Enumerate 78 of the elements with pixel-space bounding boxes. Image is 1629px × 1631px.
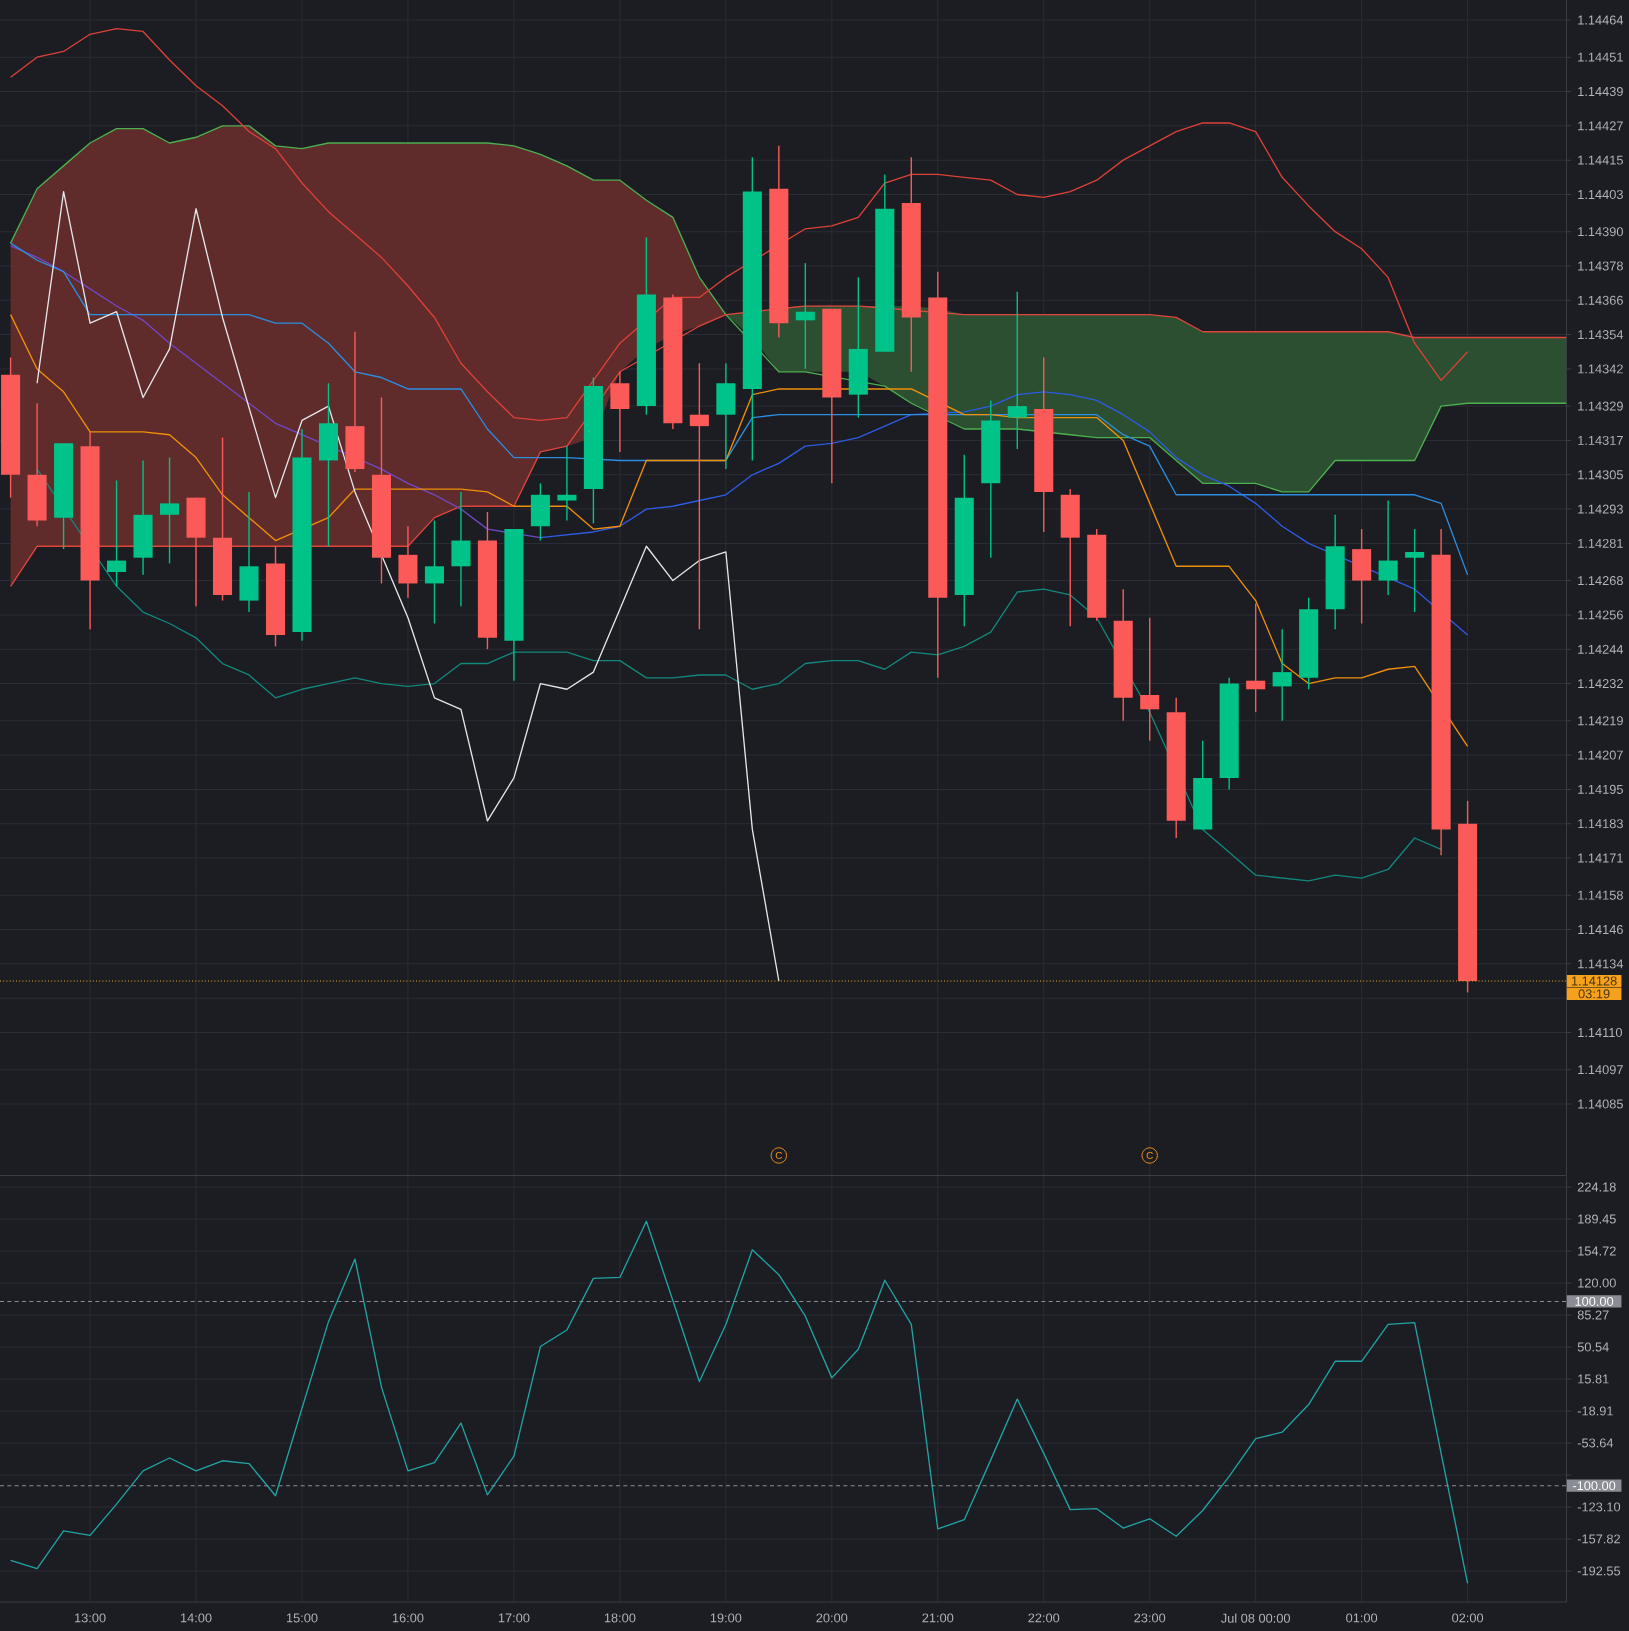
- y-tick-label: 50.54: [1577, 1342, 1609, 1352]
- y-tick-label: 1.14464: [1578, 15, 1624, 25]
- y-tick-label: 224.18: [1577, 1182, 1616, 1192]
- y-tick-label: 1.14390: [1578, 227, 1623, 237]
- x-tick-label: 19:00: [710, 1613, 742, 1623]
- y-tick-label: -157.82: [1577, 1534, 1620, 1544]
- x-tick-label: 21:00: [922, 1613, 954, 1623]
- candlestick: [107, 479, 127, 588]
- ref-line-label: 1.14128: [1571, 976, 1617, 986]
- x-tick-label: 02:00: [1452, 1613, 1484, 1623]
- y-tick-label: -53.64: [1577, 1438, 1614, 1448]
- y-tick-label: 1.14329: [1578, 401, 1623, 411]
- candlestick: [424, 519, 444, 625]
- y-tick-label: 1.14085: [1578, 1099, 1623, 1109]
- x-tick-label: 16:00: [392, 1613, 424, 1623]
- y-tick-label: 1.14305: [1578, 470, 1623, 480]
- annotation: C: [775, 1151, 783, 1160]
- x-tick-label: 23:00: [1134, 1613, 1166, 1623]
- y-tick-label: 1.14146: [1578, 925, 1623, 935]
- y-tick-label: 1.14183: [1578, 819, 1623, 829]
- y-tick-label: -192.55: [1577, 1566, 1621, 1576]
- candlestick: [1007, 291, 1027, 450]
- y-tick-label: 1.14232: [1578, 679, 1623, 689]
- candlestick: [689, 362, 709, 630]
- y-tick-label: 1.14207: [1578, 750, 1623, 760]
- y-tick-label: 1.14439: [1578, 86, 1623, 97]
- x-tick-label: 01:00: [1346, 1613, 1378, 1623]
- x-tick-label: 22:00: [1028, 1613, 1060, 1623]
- y-tick-label: 1.14403: [1578, 189, 1623, 199]
- y-tick-label: 85.27: [1577, 1310, 1609, 1320]
- y-tick-label: 1.14378: [1578, 261, 1623, 271]
- y-tick-label: 1.14256: [1578, 610, 1623, 620]
- x-tick-label: 20:00: [816, 1613, 848, 1623]
- candlestick: [1272, 628, 1292, 722]
- y-tick-label: 1.14451: [1578, 52, 1623, 62]
- candlestick: [1378, 499, 1398, 596]
- y-tick-label: 154.72: [1578, 1246, 1616, 1256]
- x-tick-label: 15:00: [286, 1613, 318, 1623]
- y-tick-label: 1.14281: [1578, 538, 1623, 548]
- y-tick-label: 1.14342: [1578, 364, 1623, 374]
- y-tick-label: 1.14134: [1578, 959, 1624, 969]
- line-series: [36, 190, 780, 982]
- x-tick-label: 14:00: [181, 1613, 212, 1623]
- y-tick-label: 1.14415: [1578, 155, 1623, 165]
- candlestick: [557, 445, 577, 522]
- x-tick-label: 13:00: [75, 1613, 106, 1623]
- y-tick-label: 1.14097: [1578, 1065, 1623, 1075]
- y-tick-label: -123.10: [1577, 1502, 1621, 1512]
- candlestick: [795, 262, 815, 370]
- line-series: [9, 245, 542, 539]
- y-tick-label: 1.14195: [1578, 784, 1623, 794]
- ref-line-label: -100.00: [1572, 1481, 1616, 1491]
- y-tick-label: 1.14110: [1578, 1027, 1623, 1038]
- candlestick: [160, 456, 180, 565]
- y-tick-label: 1.14366: [1578, 295, 1623, 305]
- y-tick-label: 1.14293: [1578, 504, 1623, 514]
- y-tick-label: -18.91: [1577, 1406, 1613, 1416]
- y-tick-label: 1.14171: [1578, 853, 1623, 863]
- y-tick-label: 1.14219: [1578, 716, 1623, 726]
- annotation: C: [1146, 1151, 1153, 1160]
- y-tick-label: 1.14158: [1578, 890, 1623, 900]
- y-tick-label: 15.81: [1578, 1374, 1609, 1384]
- ref-line-label: 100.00: [1575, 1296, 1614, 1306]
- x-tick-label: 17:00: [498, 1613, 530, 1623]
- y-tick-label: 1.14268: [1578, 576, 1623, 586]
- x-tick-label: Jul 08 00:00: [1221, 1613, 1291, 1623]
- line-series: [9, 1220, 1469, 1584]
- candlestick: [1405, 528, 1425, 613]
- y-tick-label: 1.14427: [1578, 121, 1623, 131]
- x-tick-label: 18:00: [604, 1613, 636, 1623]
- text: 03:19: [1578, 989, 1610, 999]
- y-tick-label: 1.14354: [1578, 330, 1624, 340]
- y-tick-label: 120.00: [1578, 1278, 1616, 1288]
- y-tick-label: 1.14317: [1578, 435, 1623, 445]
- candlestick: [1246, 602, 1266, 713]
- candlestick: [1140, 617, 1160, 742]
- y-tick-label: 189.45: [1578, 1214, 1616, 1224]
- y-tick-label: 1.14244: [1578, 644, 1624, 654]
